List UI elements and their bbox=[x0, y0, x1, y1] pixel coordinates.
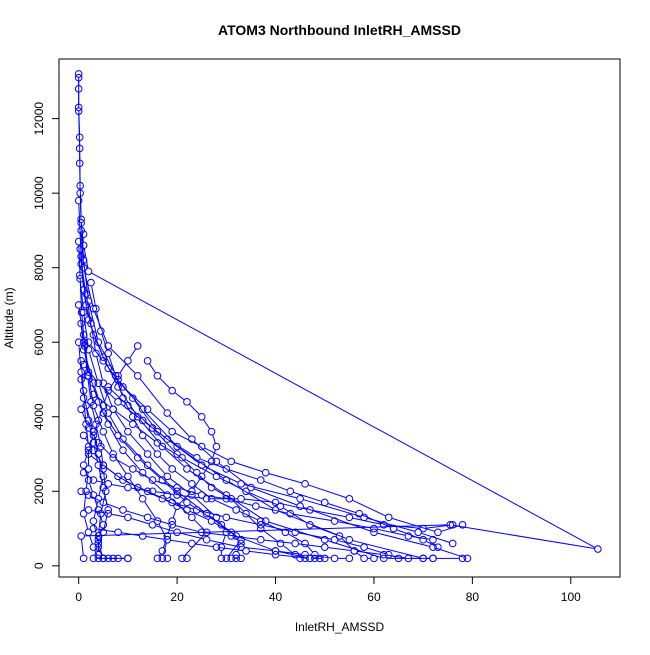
y-tick-label: 12000 bbox=[32, 102, 46, 136]
x-tick-label: 40 bbox=[269, 590, 283, 604]
x-axis-label: InletRH_AMSSD bbox=[295, 620, 385, 634]
y-axis-label: Altitude (m) bbox=[2, 287, 16, 348]
y-tick-label: 0 bbox=[32, 562, 46, 569]
chart-title: ATOM3 Northbound InletRH_AMSSD bbox=[218, 22, 461, 38]
y-tick-label: 2000 bbox=[32, 478, 46, 505]
x-tick-label: 80 bbox=[466, 590, 480, 604]
x-tick-label: 0 bbox=[75, 590, 82, 604]
x-tick-label: 100 bbox=[561, 590, 581, 604]
y-tick-label: 10000 bbox=[32, 176, 46, 210]
y-tick-label: 8000 bbox=[32, 254, 46, 281]
y-tick-label: 4000 bbox=[32, 403, 46, 430]
y-tick-label: 6000 bbox=[32, 329, 46, 356]
x-tick-label: 60 bbox=[367, 590, 381, 604]
x-tick-label: 20 bbox=[170, 590, 184, 604]
